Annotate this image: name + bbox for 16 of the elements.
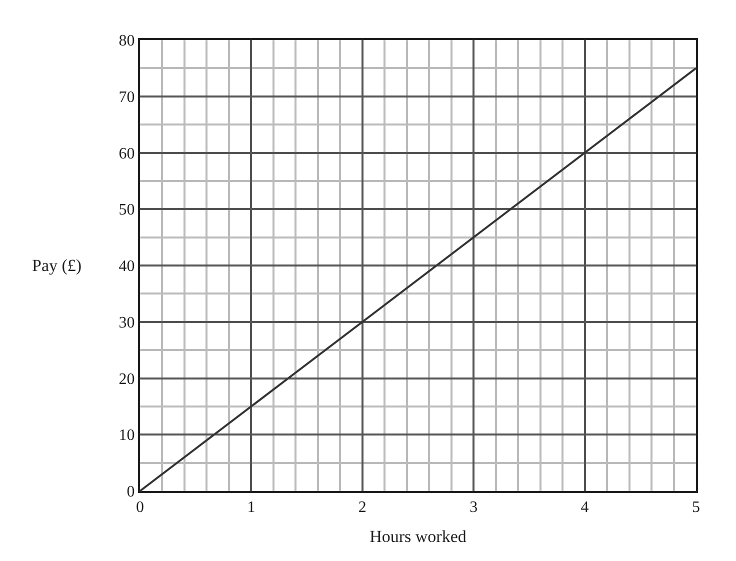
y-tick-label: 80 xyxy=(118,32,135,50)
x-tick-label: 5 xyxy=(692,499,700,516)
y-tick-label: 20 xyxy=(118,370,135,388)
x-tick-label: 4 xyxy=(580,499,589,516)
y-tick-label: 40 xyxy=(118,258,135,276)
x-axis-title: Hours worked xyxy=(370,527,467,546)
y-tick-label: 10 xyxy=(118,427,135,444)
x-tick-label: 3 xyxy=(470,499,478,516)
y-tick-label: 70 xyxy=(118,88,135,106)
y-tick-label: 50 xyxy=(118,202,135,219)
x-tick-label: 2 xyxy=(358,499,366,516)
y-tick-label: 30 xyxy=(118,314,135,332)
y-tick-label: 0 xyxy=(126,484,135,501)
x-tick-label: 1 xyxy=(247,499,256,516)
y-axis-title: Pay (£) xyxy=(32,256,82,275)
y-tick-label: 60 xyxy=(118,145,135,162)
